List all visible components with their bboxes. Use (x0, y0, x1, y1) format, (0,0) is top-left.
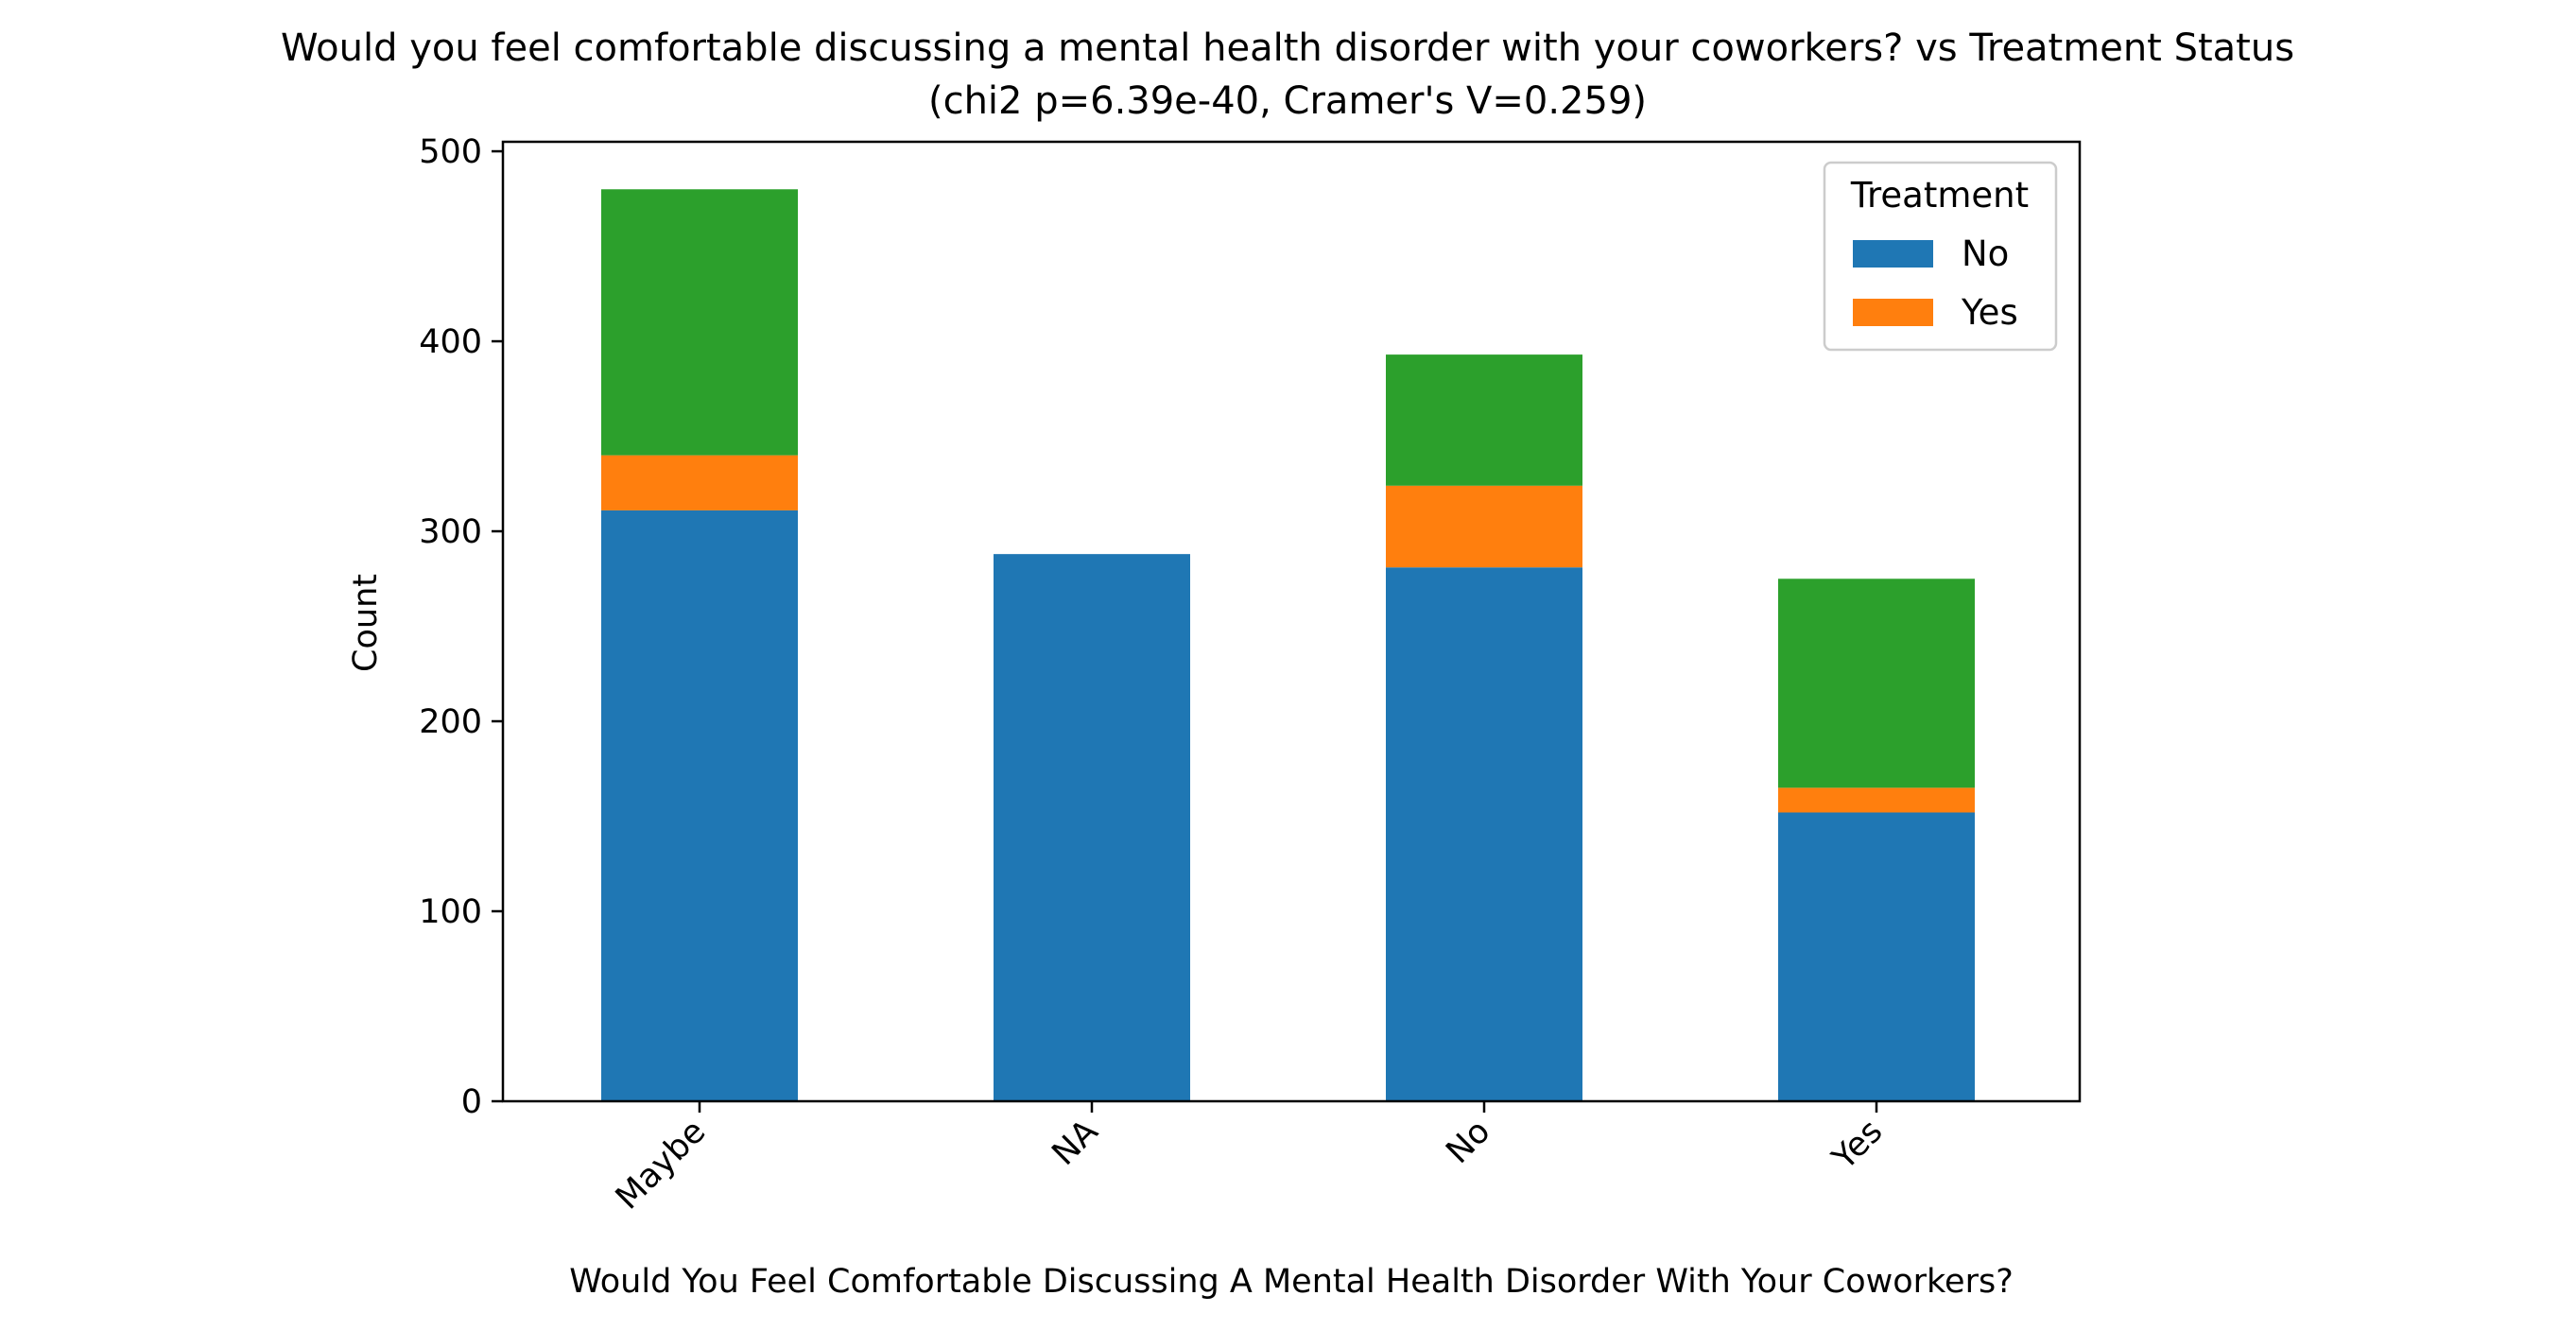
bar-no-no (1386, 567, 1582, 1101)
bar-yes-no (1778, 812, 1975, 1101)
bars-group (601, 189, 1975, 1101)
y-tick-label: 0 (461, 1083, 482, 1121)
bar-yes-series-2 (1778, 579, 1975, 788)
legend-label-yes: Yes (1961, 292, 2018, 333)
y-tick-label: 400 (419, 323, 482, 361)
y-axis: 0 100 200 300 400 500 (419, 133, 503, 1121)
bar-maybe-no (601, 510, 798, 1101)
bar-na-no (994, 554, 1190, 1101)
bar-no-yes (1386, 485, 1582, 568)
bar-maybe-series-2 (601, 189, 798, 456)
legend-swatch-yes (1853, 299, 1933, 326)
chart-subtitle: (chi2 p=6.39e-40, Cramer's V=0.259) (928, 79, 1647, 123)
legend-title: Treatment (1850, 175, 2029, 216)
legend-label-no: No (1962, 233, 2009, 274)
y-tick-label: 200 (419, 703, 482, 741)
bar-no-series-2 (1386, 354, 1582, 486)
y-tick-label: 300 (419, 513, 482, 551)
plot-frame (501, 140, 2082, 1103)
chart-title: Would you feel comfortable discussing a … (281, 26, 2294, 70)
y-axis-label: Count (347, 574, 385, 672)
bar-maybe-yes (601, 455, 798, 510)
legend-swatch-no (1853, 240, 1933, 268)
x-axis-label: Would You Feel Comfortable Discussing A … (569, 1263, 2014, 1301)
legend: Treatment No Yes (1823, 161, 2058, 352)
y-tick-label: 100 (419, 893, 482, 931)
bar-yes-yes (1778, 787, 1975, 813)
y-tick-label: 500 (419, 133, 482, 171)
